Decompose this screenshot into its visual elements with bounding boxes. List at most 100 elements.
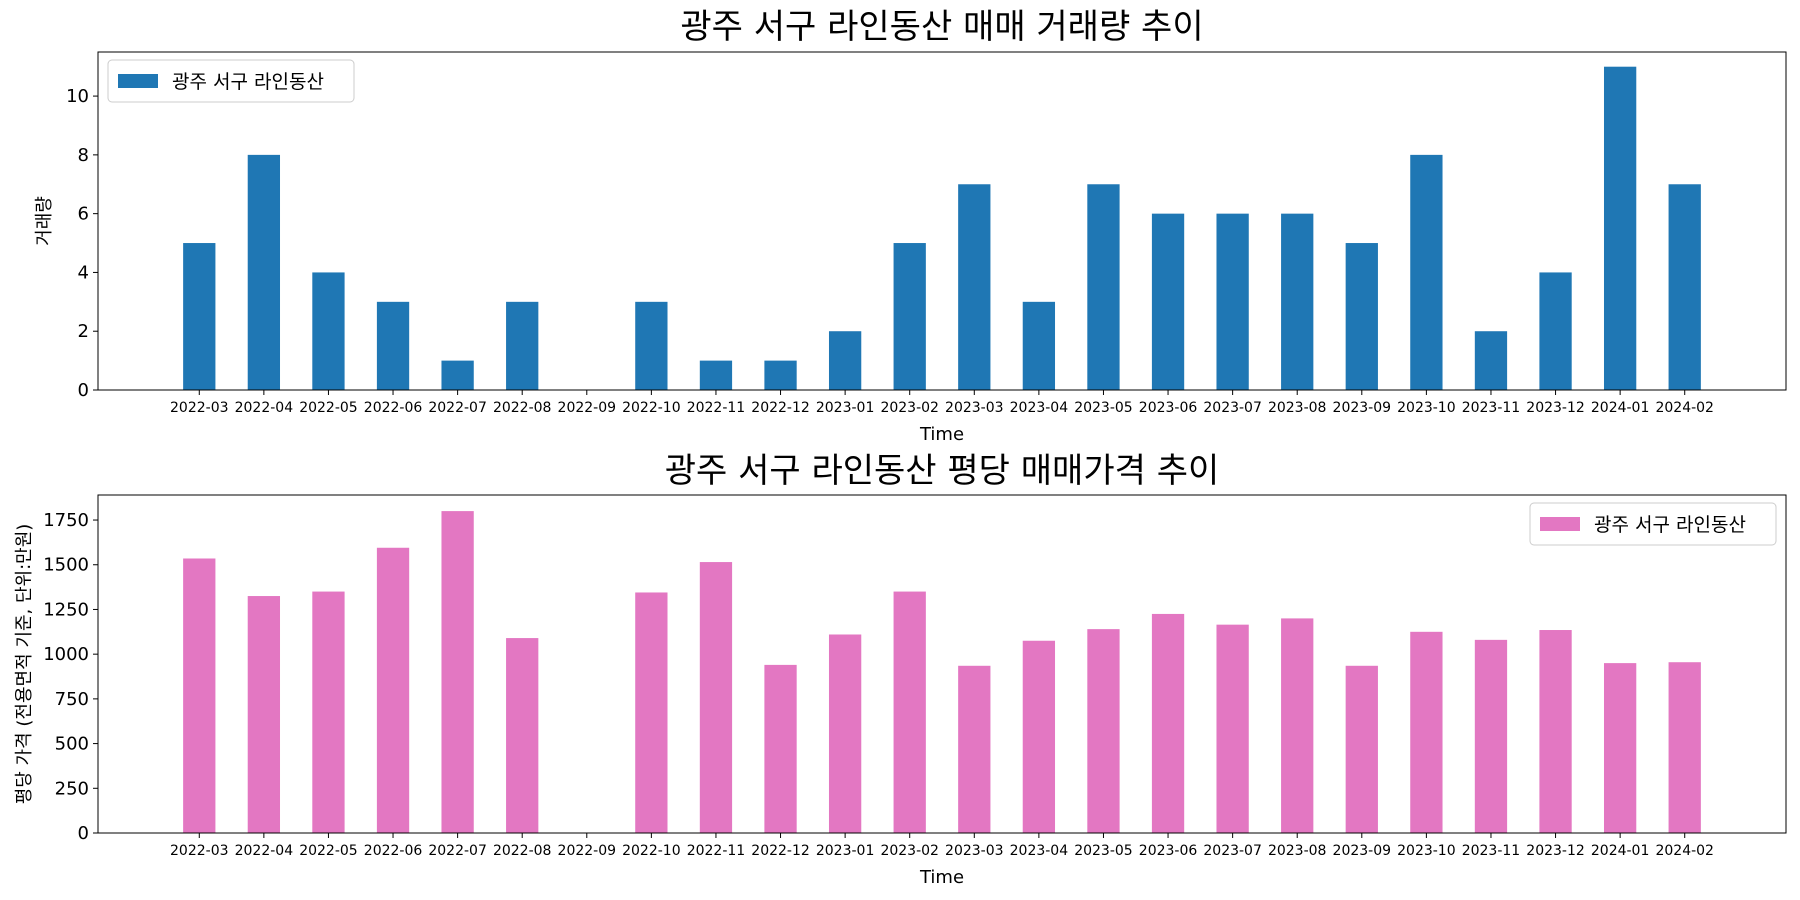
bar-2022-05 [312, 591, 345, 833]
x-tick-label: 2022-12 [751, 843, 810, 859]
bar-2022-07 [441, 511, 474, 833]
x-tick-label: 2022-05 [299, 400, 358, 416]
x-tick-label: 2023-11 [1462, 843, 1521, 859]
bar-2023-02 [893, 243, 926, 390]
x-tick-label: 2023-10 [1397, 400, 1456, 416]
x-tick-label: 2022-04 [235, 843, 294, 859]
x-tick-label: 2023-12 [1526, 400, 1585, 416]
y-tick-label: 1000 [43, 644, 89, 665]
x-tick-label: 2023-05 [1074, 400, 1133, 416]
y-axis-label: 평당 가격 (전용면적 기준, 단위:만원) [14, 524, 35, 805]
x-tick-label: 2023-09 [1333, 400, 1392, 416]
x-tick-label: 2022-12 [751, 400, 810, 416]
y-tick-label: 10 [66, 86, 89, 107]
x-tick-label: 2023-04 [1010, 400, 1069, 416]
chart-1: 광주 서구 라인동산 매매 거래량 추이 2022-03 2022-04 2022-0… [34, 7, 1787, 445]
x-tick-label: 2023-01 [816, 843, 875, 859]
legend-box [107, 59, 355, 103]
bar-2022-10 [635, 301, 668, 390]
bar-2022-12 [764, 360, 797, 390]
bar-2023-08 [1281, 213, 1314, 390]
bar-2023-06 [1151, 213, 1185, 390]
x-tick-label: 2024-01 [1591, 400, 1650, 416]
x-tick-label: 2023-02 [880, 400, 939, 416]
legend-label: 광주 서구 라인동산 [172, 71, 324, 93]
bar-2024-02 [1668, 184, 1701, 390]
y-tick-label: 2 [78, 321, 89, 342]
x-tick-label: 2023-03 [945, 843, 1004, 859]
bar-2023-09 [1345, 243, 1378, 390]
y-tick-label: 4 [78, 262, 89, 283]
x-tick-label: 2023-11 [1462, 400, 1521, 416]
y-tick-label: 500 [55, 734, 89, 755]
bar-2022-03 [183, 243, 216, 390]
bar-2022-03 [183, 558, 216, 833]
x-tick-label: 2023-06 [1139, 843, 1198, 859]
y-tick-label: 1500 [43, 555, 89, 576]
bar-2023-08 [1281, 618, 1314, 833]
bar-2023-10 [1410, 631, 1443, 833]
bar-2022-08 [506, 301, 539, 390]
x-tick-label: 2023-09 [1333, 843, 1392, 859]
x-tick-label: 2023-06 [1139, 400, 1198, 416]
y-tick-label: 6 [78, 204, 89, 225]
x-tick-label: 2023-02 [880, 843, 939, 859]
bar-2023-04 [1022, 640, 1056, 833]
legend: 광주 서구 라인동산 [1529, 502, 1777, 546]
bar-2024-02 [1668, 662, 1701, 833]
x-tick-label: 2023-07 [1203, 843, 1262, 859]
x-tick-label: 2022-06 [364, 843, 423, 859]
x-tick-label: 2023-08 [1268, 400, 1327, 416]
bar-2022-08 [506, 638, 539, 833]
bar-2022-06 [376, 301, 410, 390]
x-tick-label: 2022-09 [558, 843, 617, 859]
x-tick-label: 2024-02 [1655, 843, 1714, 859]
bar-2023-04 [1022, 301, 1056, 390]
bar-2023-07 [1216, 624, 1249, 833]
bar-2023-06 [1151, 613, 1185, 833]
y-axis-label: 거래량 [34, 196, 55, 246]
legend: 광주 서구 라인동산 [107, 59, 355, 103]
bar-2023-02 [893, 591, 926, 833]
chart-2: 광주 서구 라인동산 평당 매매가격 추이 2022-03 2022-04 2022-… [14, 451, 1787, 888]
x-tick-label: 2022-05 [299, 843, 358, 859]
x-tick-label: 2023-05 [1074, 843, 1133, 859]
bar-2022-12 [764, 664, 797, 833]
x-tick-label: 2022-11 [687, 843, 746, 859]
y-tick-label: 1250 [43, 599, 89, 620]
x-tick-label: 2023-08 [1268, 843, 1327, 859]
bar-2023-03 [958, 665, 991, 833]
bar-2023-01 [828, 331, 862, 390]
bar-2023-12 [1539, 630, 1572, 833]
x-tick-label: 2022-04 [235, 400, 294, 416]
y-tick-label: 8 [78, 145, 89, 166]
bar-2023-10 [1410, 154, 1443, 390]
x-axis-label: Time [919, 867, 964, 888]
plot-frame [97, 494, 1787, 834]
bar-2022-10 [635, 592, 668, 833]
bar-2023-09 [1345, 665, 1378, 833]
bar-2023-12 [1539, 272, 1572, 390]
x-axis-label: Time [919, 424, 964, 445]
x-tick-label: 2023-10 [1397, 843, 1456, 859]
x-tick-label: 2022-11 [687, 400, 746, 416]
bar-2024-01 [1603, 663, 1637, 833]
legend-box [1529, 502, 1777, 546]
legend-swatch [118, 74, 158, 88]
x-tick-label: 2022-07 [428, 400, 487, 416]
bar-2023-07 [1216, 213, 1249, 390]
x-tick-label: 2022-10 [622, 843, 681, 859]
bar-2023-05 [1087, 629, 1120, 833]
chart-title: 광주 서구 라인동산 매매 거래량 추이 [680, 7, 1203, 47]
y-tick-label: 1750 [43, 510, 89, 531]
x-tick-label: 2022-07 [428, 843, 487, 859]
x-tick-label: 2023-07 [1203, 400, 1262, 416]
chart-title: 광주 서구 라인동산 평당 매매가격 추이 [665, 451, 1220, 491]
plot-frame [97, 51, 1787, 391]
y-tick-label: 750 [55, 689, 89, 710]
x-tick-label: 2022-03 [170, 843, 229, 859]
x-tick-label: 2022-08 [493, 400, 552, 416]
bar-2022-11 [699, 360, 733, 390]
x-tick-label: 2022-10 [622, 400, 681, 416]
